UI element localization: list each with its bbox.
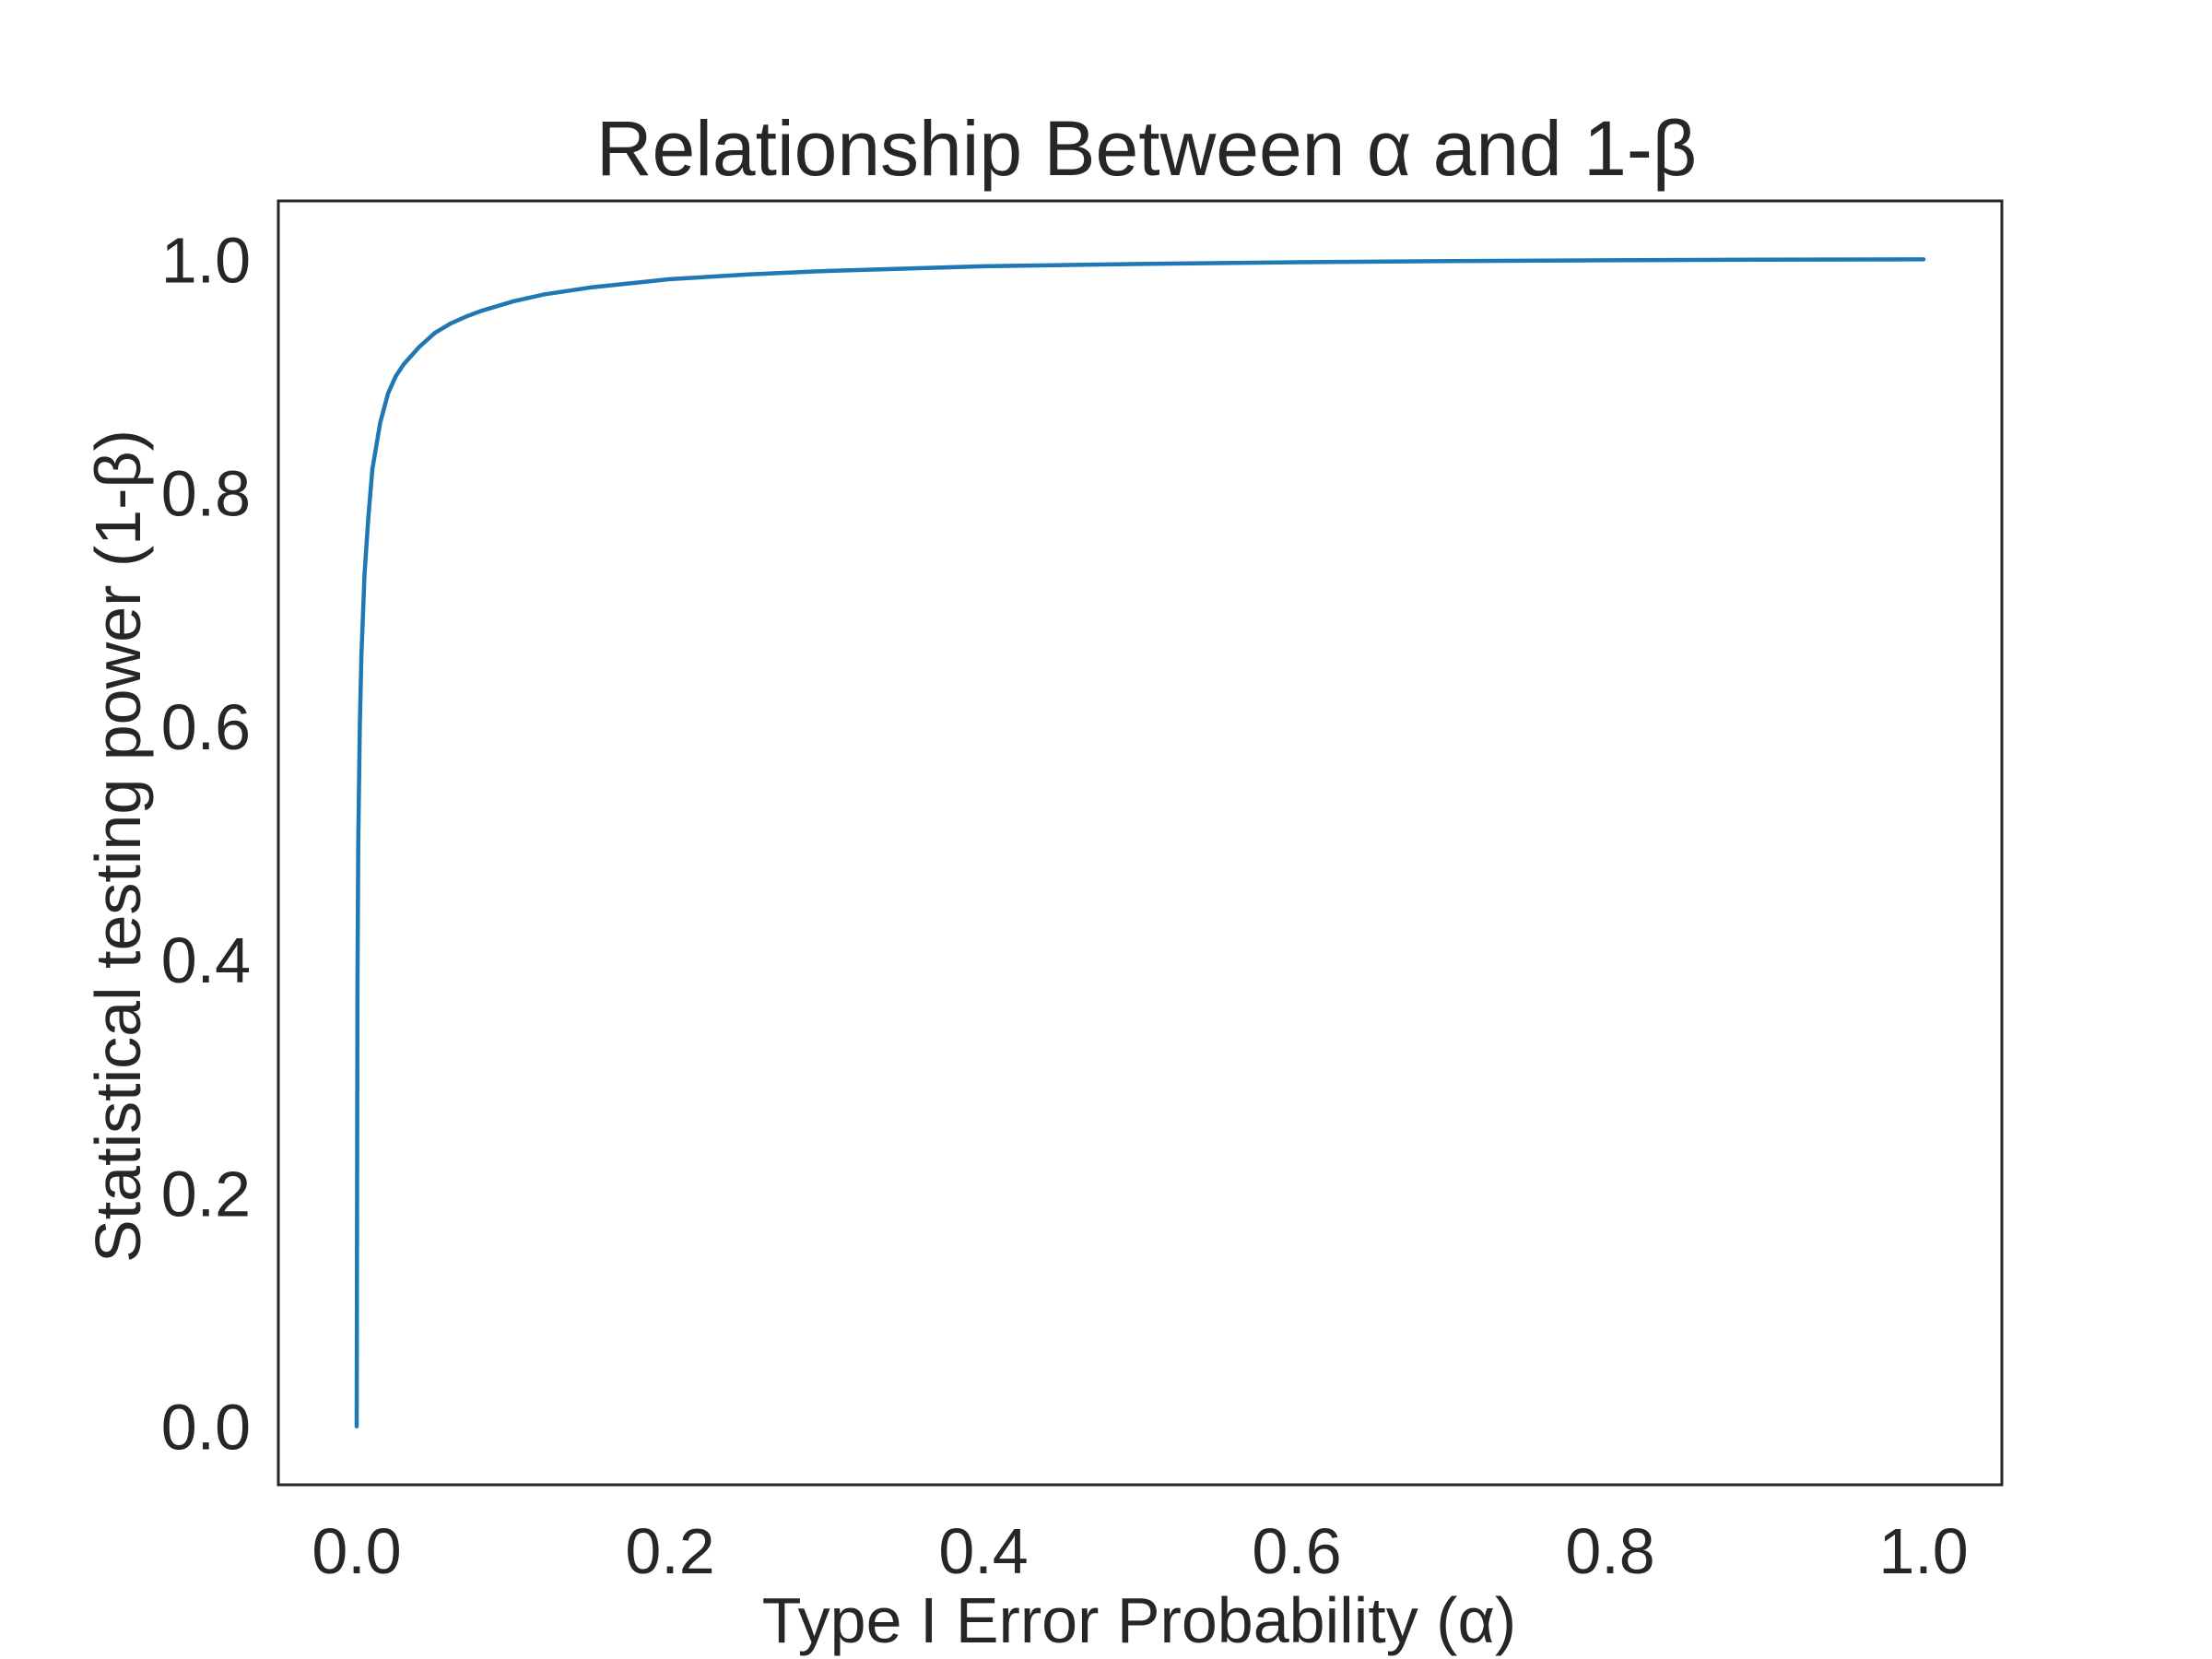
- x-tick-label: 0.6: [1252, 1515, 1341, 1587]
- chart-title: Relationship Between α and 1-β: [596, 105, 1697, 192]
- y-tick-label: 0.4: [161, 924, 251, 996]
- y-axis-label: Statistical testing power (1-β): [82, 429, 154, 1263]
- y-tick-label: 0.6: [161, 691, 251, 763]
- series-line: [354, 257, 1926, 1429]
- x-axis-ticks: 0.0 0.2 0.4 0.6 0.8 1.0: [312, 1515, 1968, 1587]
- x-tick-label: 0.2: [625, 1515, 714, 1587]
- y-tick-label: 0.2: [161, 1158, 251, 1230]
- x-tick-label: 0.0: [312, 1515, 401, 1587]
- y-axis-ticks: 0.0 0.2 0.4 0.6 0.8 1.0: [161, 224, 251, 1463]
- x-tick-label: 0.4: [938, 1515, 1028, 1587]
- plot-area: [354, 257, 1926, 1429]
- y-tick-label: 0.0: [161, 1392, 251, 1464]
- y-tick-label: 1.0: [161, 224, 251, 296]
- plot-frame: [276, 199, 2004, 1487]
- x-axis-label: Type I Error Probability (α): [762, 1584, 1516, 1656]
- y-tick-label: 0.8: [161, 458, 251, 530]
- x-tick-label: 1.0: [1878, 1515, 1968, 1587]
- x-tick-label: 0.8: [1565, 1515, 1654, 1587]
